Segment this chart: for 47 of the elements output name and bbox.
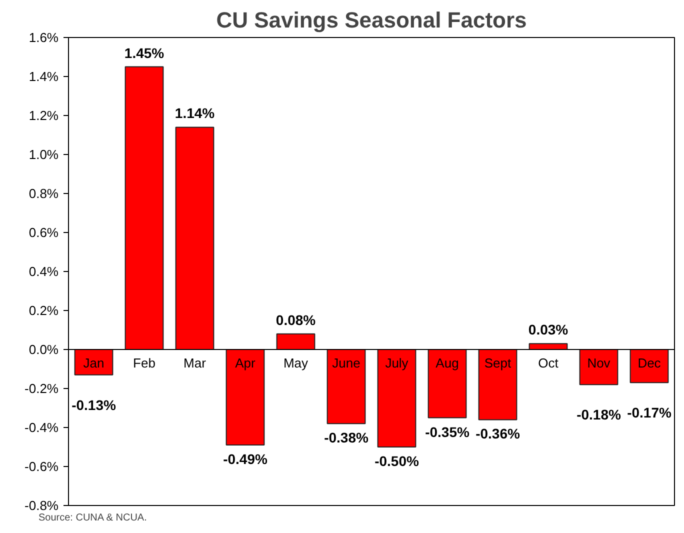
data-label: -0.17%	[627, 404, 672, 421]
data-label: -0.18%	[576, 406, 622, 423]
y-tick-label: 1.4%	[28, 69, 59, 84]
y-tick-label: 1.0%	[28, 147, 59, 162]
y-tick-label: 1.6%	[28, 30, 59, 45]
bar	[478, 349, 518, 420]
x-tick-label: Oct	[538, 356, 559, 370]
y-tick-label: -0.2%	[24, 381, 59, 396]
y-tick-label: -0.8%	[24, 498, 59, 513]
y-tick-label: 0.2%	[28, 303, 59, 318]
y-tick-label: 0.8%	[28, 186, 59, 201]
y-tick-label: 0.0%	[28, 342, 59, 357]
y-tick-label: 0.4%	[28, 264, 59, 279]
bar	[124, 66, 164, 350]
data-label: -0.50%	[374, 453, 420, 469]
x-tick-label: June	[332, 356, 360, 370]
x-tick-label: July	[385, 356, 409, 370]
y-tick-label: 1.2%	[28, 108, 59, 123]
y-tick-label: 0.6%	[28, 225, 59, 240]
data-label: 1.14%	[174, 105, 216, 122]
bar	[428, 349, 467, 418]
data-label: 0.03%	[528, 322, 569, 338]
data-label: -0.35%	[425, 424, 470, 440]
data-label: -0.13%	[72, 396, 116, 413]
data-label: -0.49%	[223, 451, 268, 468]
y-tick-label: -0.4%	[24, 420, 59, 435]
x-tick-label: Apr	[235, 356, 256, 370]
data-label: -0.36%	[476, 426, 520, 442]
bar	[326, 349, 366, 424]
data-label: 0.08%	[276, 312, 316, 328]
data-label: -0.38%	[324, 430, 369, 446]
bar	[226, 349, 265, 446]
y-tick-label: -0.6%	[24, 459, 59, 474]
x-tick-label: Jan	[83, 356, 104, 370]
x-tick-label: Nov	[587, 356, 611, 370]
x-tick-label: May	[283, 356, 309, 370]
x-tick-label: Dec	[638, 356, 662, 370]
bar	[276, 333, 316, 350]
bar	[377, 349, 416, 448]
x-tick-label: Mar	[184, 356, 207, 370]
x-tick-label: Feb	[133, 356, 156, 370]
chart-title: CU Savings Seasonal Factors	[216, 8, 527, 32]
source-note: Source: CUNA & NCUA.	[38, 512, 147, 524]
bar	[175, 126, 214, 350]
x-tick-label: Sept	[484, 356, 512, 370]
data-label: 1.45%	[124, 44, 165, 61]
x-tick-label: Aug	[436, 356, 459, 370]
